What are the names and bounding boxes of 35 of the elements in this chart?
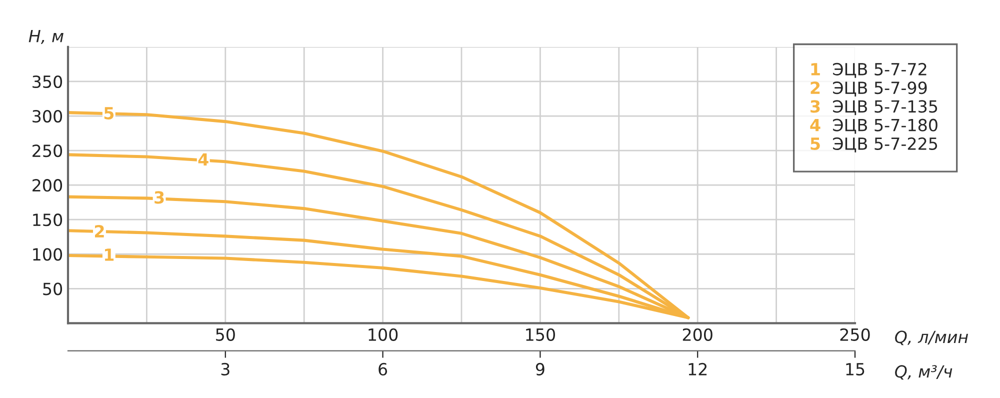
annotation: 3 (154, 191, 164, 204)
text: ЭЦВ 5-7-180 (833, 118, 938, 134)
text: 3 (810, 100, 820, 113)
x-tick-label: 100 (368, 328, 398, 341)
annotation: 1 (105, 248, 114, 261)
y-tick-label: 250 (32, 144, 62, 158)
x-tick-label: 150 (526, 328, 555, 341)
text: 1 (811, 63, 820, 76)
x-axis-title: Q, л/мин (895, 330, 968, 346)
x2-tick-label: 12 (688, 362, 707, 376)
text: ЭЦВ 5-7-72 (833, 62, 926, 78)
annotation: 2 (95, 224, 104, 238)
x2-tick-label: 6 (378, 362, 388, 376)
y-tick-label: 50 (43, 282, 62, 296)
x2-axis-title: Q, м³/ч (895, 365, 952, 380)
text: ЭЦВ 5-7-225 (833, 137, 938, 152)
x2-tick-label: 15 (846, 363, 864, 376)
y-tick-label: 200 (32, 179, 62, 192)
text: 4 (810, 118, 820, 132)
text: ЭЦВ 5-7-135 (833, 100, 938, 116)
y-tick-label: 350 (32, 75, 62, 88)
text: 2 (810, 82, 820, 94)
y-tick-label: 150 (33, 214, 62, 226)
y-axis-title: H, м (28, 30, 64, 44)
x2-tick-label: 9 (536, 362, 544, 376)
annotation: 4 (198, 153, 208, 166)
y-tick-label: 300 (32, 110, 62, 123)
x2-tick-label: 3 (221, 362, 230, 376)
text: ЭЦВ 5-7-99 (833, 82, 927, 96)
y-tick-label: 100 (33, 248, 62, 261)
text: 5 (810, 138, 820, 150)
x-tick-label: 50 (216, 328, 235, 341)
annotation: 5 (104, 107, 114, 120)
x-tick-label: 250 (840, 328, 870, 341)
x-tick-label: 200 (682, 328, 712, 341)
